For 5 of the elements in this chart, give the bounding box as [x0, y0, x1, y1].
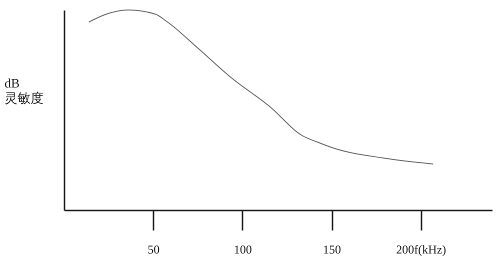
x-tick-label: 50 — [148, 242, 160, 256]
x-tick-label: 200f(kHz) — [396, 242, 446, 256]
x-tick-label: 150 — [323, 242, 341, 256]
y-axis-title: dB 灵敏度 — [4, 76, 44, 106]
x-tick-label: 100 — [234, 242, 252, 256]
